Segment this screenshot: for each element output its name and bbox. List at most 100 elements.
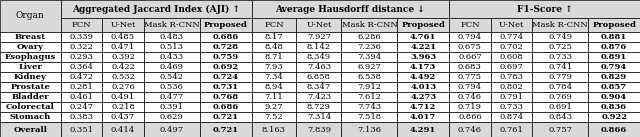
Bar: [102, 82, 144, 92]
Bar: [341, 18, 397, 32]
Text: 0.876: 0.876: [601, 43, 627, 51]
Text: 0.471: 0.471: [111, 43, 135, 51]
Text: 0.874: 0.874: [499, 113, 524, 121]
Text: 0.322: 0.322: [70, 43, 93, 51]
Text: 8.94: 8.94: [264, 83, 284, 91]
Bar: [144, 52, 200, 62]
Bar: [0, 122, 61, 137]
Text: 7.612: 7.612: [358, 93, 381, 101]
Text: 0.774: 0.774: [499, 33, 524, 41]
Text: FCN: FCN: [460, 21, 480, 29]
Text: 0.761: 0.761: [499, 125, 524, 133]
Text: 0.667: 0.667: [458, 53, 482, 61]
Bar: [588, 102, 640, 112]
Bar: [532, 72, 588, 82]
Text: 7.839: 7.839: [307, 125, 331, 133]
Bar: [532, 82, 588, 92]
Text: 6.927: 6.927: [358, 63, 381, 71]
Text: Esophagus: Esophagus: [4, 53, 56, 61]
Bar: [61, 102, 102, 112]
Text: 7.11: 7.11: [264, 93, 284, 101]
Bar: [449, 112, 491, 122]
Bar: [200, 92, 252, 102]
Bar: [491, 62, 532, 72]
Bar: [397, 102, 449, 112]
Bar: [588, 92, 640, 102]
Text: 4.492: 4.492: [410, 73, 436, 81]
Bar: [252, 82, 296, 92]
Bar: [200, 62, 252, 72]
Bar: [341, 72, 397, 82]
Bar: [61, 52, 102, 62]
Text: 0.794: 0.794: [458, 33, 482, 41]
Bar: [588, 82, 640, 92]
Text: 0.339: 0.339: [69, 33, 93, 41]
Bar: [252, 102, 296, 112]
Bar: [296, 122, 341, 137]
Text: 0.675: 0.675: [458, 43, 482, 51]
Text: 0.686: 0.686: [212, 103, 239, 111]
Bar: [397, 52, 449, 62]
Text: FCN: FCN: [72, 21, 92, 29]
Text: 3.963: 3.963: [410, 53, 436, 61]
Bar: [296, 102, 341, 112]
Bar: [144, 82, 200, 92]
Bar: [296, 72, 341, 82]
Bar: [532, 92, 588, 102]
Text: U-Net: U-Net: [110, 21, 136, 29]
Bar: [296, 112, 341, 122]
Bar: [449, 92, 491, 102]
Bar: [449, 62, 491, 72]
Text: U-Net: U-Net: [499, 21, 524, 29]
Bar: [0, 112, 61, 122]
Text: Proposed: Proposed: [204, 21, 248, 29]
Bar: [296, 62, 341, 72]
Bar: [491, 92, 532, 102]
Text: 7.136: 7.136: [357, 125, 381, 133]
Text: 0.532: 0.532: [111, 73, 135, 81]
Text: 0.724: 0.724: [212, 73, 239, 81]
Bar: [61, 112, 102, 122]
Bar: [102, 62, 144, 72]
Text: FCN: FCN: [264, 21, 284, 29]
Text: 7.743: 7.743: [357, 103, 381, 111]
Text: 0.383: 0.383: [69, 113, 93, 121]
Bar: [449, 52, 491, 62]
Text: 0.784: 0.784: [548, 83, 572, 91]
Bar: [200, 32, 252, 42]
Bar: [102, 122, 144, 137]
Text: 7.423: 7.423: [307, 93, 331, 101]
Bar: [0, 32, 61, 42]
Text: 0.351: 0.351: [69, 125, 93, 133]
Bar: [588, 42, 640, 52]
Text: 0.866: 0.866: [601, 125, 627, 133]
Bar: [397, 92, 449, 102]
Text: 7.927: 7.927: [307, 33, 331, 41]
Bar: [61, 62, 102, 72]
Bar: [252, 0, 449, 18]
Bar: [102, 18, 144, 32]
Text: 0.692: 0.692: [212, 63, 239, 71]
Bar: [0, 92, 61, 102]
Text: 8.349: 8.349: [307, 53, 331, 61]
Bar: [0, 102, 61, 112]
Text: 0.719: 0.719: [458, 103, 482, 111]
Bar: [397, 112, 449, 122]
Bar: [296, 82, 341, 92]
Bar: [341, 42, 397, 52]
Text: Proposed: Proposed: [401, 21, 445, 29]
Text: Aggregated Jaccard Index (AJI) ↑: Aggregated Jaccard Index (AJI) ↑: [72, 4, 240, 14]
Text: 0.414: 0.414: [111, 125, 135, 133]
Text: Prostate: Prostate: [10, 83, 51, 91]
Bar: [449, 122, 491, 137]
Bar: [296, 92, 341, 102]
Bar: [588, 112, 640, 122]
Bar: [397, 62, 449, 72]
Bar: [102, 32, 144, 42]
Bar: [341, 112, 397, 122]
Text: 7.314: 7.314: [307, 113, 331, 121]
Text: 0.904: 0.904: [601, 93, 627, 101]
Text: 0.364: 0.364: [69, 63, 93, 71]
Text: 0.725: 0.725: [548, 43, 572, 51]
Bar: [144, 72, 200, 82]
